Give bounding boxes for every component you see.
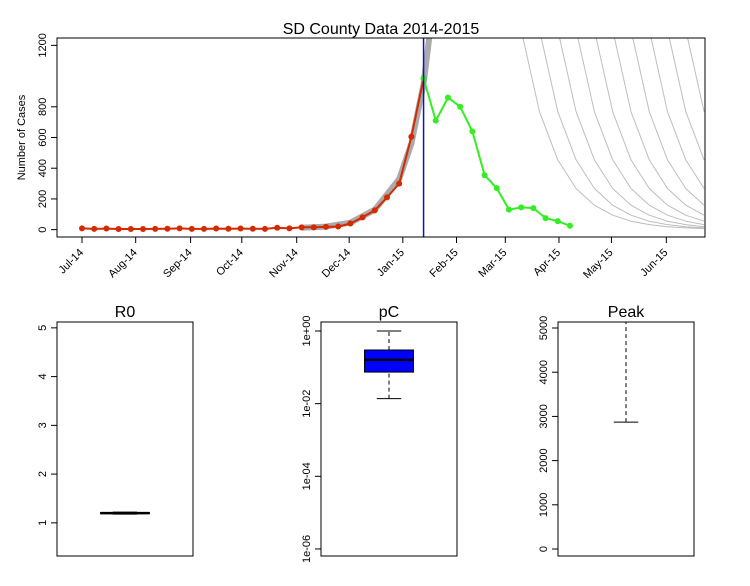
y-tick-label: 3 [37,422,49,428]
y-tick-label: 400 [37,159,49,177]
chart-title: Peak [608,304,645,321]
y-tick-label: 1e-06 [301,535,313,563]
y-tick-label: 1e+00 [301,316,313,347]
point [188,225,195,232]
y-tick-label: 3000 [538,404,550,428]
point [249,225,256,232]
point [518,204,525,211]
y-tick-label: 1e-02 [301,390,313,418]
simulation-line [650,38,705,189]
simulation-line [577,38,705,226]
point [164,225,171,232]
point [444,94,451,101]
simulation-line [559,38,705,228]
point [408,133,415,140]
plot-area [79,38,705,237]
y-tick-label: 0 [538,546,550,552]
y-tick-label: 2000 [538,448,550,472]
simulation-line [595,38,705,222]
point [322,223,329,230]
point [261,225,268,232]
point [335,223,342,230]
point [481,172,488,179]
point [493,185,500,192]
point [213,225,220,232]
point [176,225,183,232]
point [542,215,549,222]
plot-area [613,322,639,423]
plot-frame [320,321,458,557]
simulation-line [540,38,705,229]
point [469,128,476,135]
point [127,226,134,233]
point [371,207,378,214]
y-tick-label: 200 [37,190,49,208]
chart-title: R0 [115,304,136,321]
point [505,206,512,213]
simulation-line [522,38,705,230]
point [286,225,293,232]
point [566,222,573,229]
plot-area [100,511,150,515]
chart-title: SD County Data 2014-2015 [283,21,480,38]
point [91,225,98,232]
plot-frame [557,321,695,557]
y-tick-label: 5000 [538,316,550,340]
simulation-line [668,38,705,161]
y-tick-label: 1e-04 [301,462,313,490]
point [140,226,147,233]
point [554,218,561,225]
point [396,180,403,187]
point [103,225,110,232]
y-tick-label: 4 [37,374,49,380]
y-axis-label: Number of Cases [16,94,28,180]
point [237,225,244,232]
chart-title: pC [379,304,399,321]
simulation-line [687,38,705,112]
point [152,225,159,232]
point [200,225,207,232]
y-tick-label: 1200 [37,33,49,57]
y-tick-label: 800 [37,98,49,116]
point [457,103,464,110]
point [383,194,390,201]
point [359,214,366,221]
point [115,226,122,233]
point [79,225,86,232]
simulation-line [613,38,705,216]
y-tick-label: 4000 [538,360,550,384]
y-tick-label: 1000 [538,493,550,517]
point [347,220,354,227]
point [432,117,439,124]
plot-area [364,330,414,400]
plot-frame [56,321,194,557]
y-tick-label: 1 [37,520,49,526]
point [310,224,317,231]
point [298,224,305,231]
simulation-line [632,38,705,206]
point [530,205,537,212]
y-tick-label: 5 [37,325,49,331]
y-tick-label: 2 [37,471,49,477]
point [225,225,232,232]
point [274,224,281,231]
y-tick-label: 600 [37,128,49,146]
y-tick-label: 0 [37,227,49,233]
